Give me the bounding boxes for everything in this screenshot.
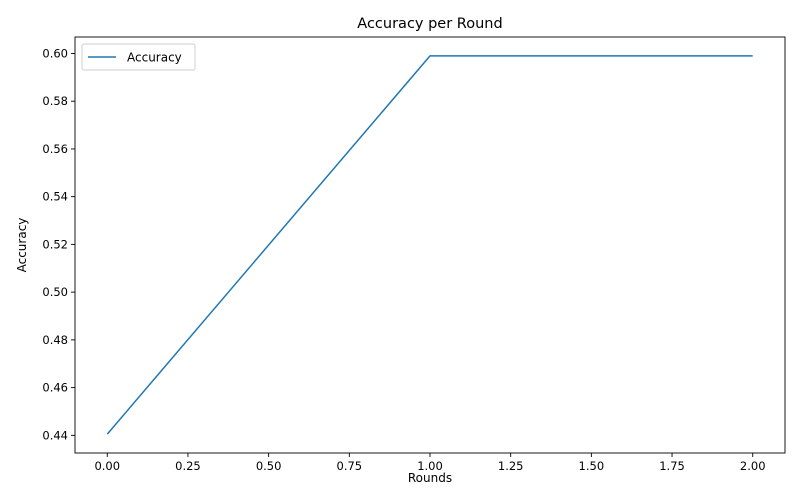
y-tick-label: 0.54 [42,190,68,204]
x-tick-label: 0.25 [175,459,201,473]
y-tick-label: 0.52 [42,237,68,251]
y-tick-label: 0.50 [42,285,68,299]
series-line-accuracy [106,55,753,435]
x-tick-label: 1.50 [579,459,605,473]
x-axis-label: Rounds [408,471,452,485]
series-layer [106,55,753,435]
legend: Accuracy [81,43,196,71]
x-axis-ticks: 0.00 0.25 0.50 0.75 1.00 1.25 1.50 1.75 2.00 [94,453,766,473]
y-tick-label: 0.56 [42,142,68,156]
x-tick-label: 2.00 [740,459,766,473]
y-axis-ticks: 0.44 0.46 0.48 0.50 0.52 0.54 0.56 0.58 0.60 [42,46,75,442]
y-tick-label: 0.44 [42,428,68,442]
x-tick-label: 0.75 [337,459,363,473]
y-tick-label: 0.60 [42,46,68,60]
y-axis-label: Accuracy [15,218,29,273]
chart-title: Accuracy per Round [357,16,502,32]
legend-label: Accuracy [127,51,182,65]
legend-frame [81,43,196,71]
x-tick-label: 1.25 [498,459,524,473]
y-tick-label: 0.46 [42,381,68,395]
x-tick-label: 1.00 [417,459,443,473]
x-tick-label: 1.75 [659,459,685,473]
x-tick-label: 0.00 [94,459,120,473]
y-tick-label: 0.48 [42,333,68,347]
y-tick-label: 0.58 [42,94,68,108]
x-tick-label: 0.50 [256,459,282,473]
